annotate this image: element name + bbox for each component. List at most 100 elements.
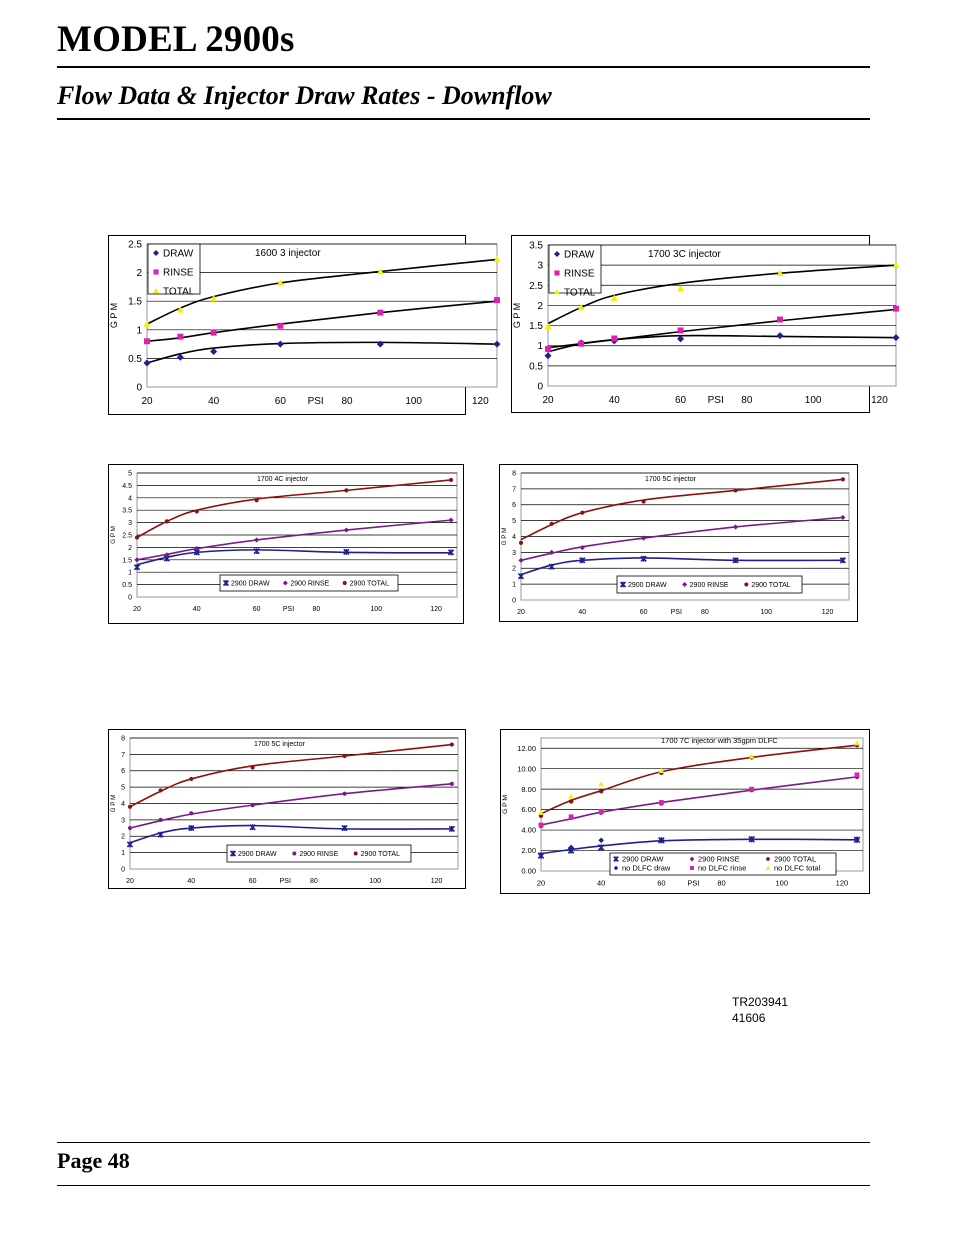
chart-1700-7c-injector-dlfc: 0.00 2.00 4.00 6.00 8.00 10.00 12.00 20 40 60 80 10… bbox=[500, 729, 870, 894]
y-tick-label: 2.5 bbox=[128, 240, 142, 251]
x-tick-label: 100 bbox=[369, 878, 381, 885]
plot-frame bbox=[540, 737, 864, 872]
data-point bbox=[892, 334, 900, 342]
y-tick-label: 0 bbox=[537, 382, 543, 393]
y-axis-label: G P M bbox=[512, 303, 522, 328]
legend-marker bbox=[766, 857, 770, 861]
data-point bbox=[658, 800, 664, 805]
y-tick-label: 8.00 bbox=[521, 785, 536, 794]
legend-label: no DLFC rinse bbox=[698, 864, 746, 873]
chart-svg: 0 0.5 1 1.5 2 2.5 3 3.5 20 40 60 80 100 120 PSI G P M 17… bbox=[512, 241, 900, 406]
title-rule bbox=[57, 66, 870, 68]
plot-frame bbox=[146, 243, 498, 388]
y-tick-label: 2.00 bbox=[521, 846, 536, 855]
y-tick-label: 8 bbox=[512, 470, 516, 477]
x-tick-label: 60 bbox=[657, 879, 665, 888]
data-point bbox=[250, 803, 255, 808]
y-tick-label: 0.00 bbox=[521, 867, 536, 876]
y-axis-label: G P M bbox=[110, 526, 117, 544]
data-point bbox=[545, 345, 551, 352]
plot-area bbox=[544, 244, 900, 387]
x-tick-label: 60 bbox=[253, 606, 261, 613]
legend-marker bbox=[619, 581, 627, 588]
y-tick-label: 3.5 bbox=[529, 241, 543, 252]
legend: 2900 DRAW 2900 RINSE 2900 TOTAL bbox=[219, 574, 399, 592]
data-point bbox=[776, 332, 784, 340]
x-tick-label: 20 bbox=[133, 606, 141, 613]
plot-area bbox=[143, 243, 501, 388]
legend-marker bbox=[690, 866, 694, 870]
legend-label: TOTAL bbox=[163, 287, 195, 298]
x-tick-label: 100 bbox=[775, 879, 788, 888]
y-axis-label: G P M bbox=[502, 795, 509, 814]
data-point bbox=[448, 825, 456, 833]
legend-marker bbox=[613, 856, 619, 862]
x-tick-label: 20 bbox=[517, 609, 525, 616]
series-2 bbox=[544, 261, 900, 330]
data-point bbox=[538, 822, 544, 828]
data-point bbox=[164, 519, 169, 524]
data-point bbox=[578, 340, 585, 347]
y-tick-label: 6.00 bbox=[521, 805, 536, 814]
data-point bbox=[377, 309, 384, 316]
legend-label: 2900 RINSE bbox=[290, 581, 329, 588]
y-tick-label: 2.5 bbox=[122, 532, 132, 539]
chart-svg: 0 1 2 3 4 5 6 7 8 20 40 60 80 100 120 PSI G P M 1700 5C i… bbox=[501, 470, 850, 616]
data-point bbox=[580, 510, 585, 515]
x-axis-label: PSI bbox=[671, 609, 682, 616]
y-tick-label: 2.5 bbox=[529, 281, 543, 292]
legend-marker bbox=[744, 582, 749, 587]
data-point bbox=[376, 267, 384, 275]
y-tick-label: 3 bbox=[512, 550, 516, 557]
chart-svg: 0 0.5 1 1.5 2 2.5 3 3.5 4 4.5 5 20 40 60 80 100 120 PSI G … bbox=[110, 470, 458, 613]
data-point bbox=[597, 844, 605, 851]
data-point bbox=[840, 477, 845, 482]
data-point bbox=[733, 488, 738, 493]
chart-title: 1700 5C injector bbox=[645, 476, 697, 483]
x-tick-label: 100 bbox=[805, 395, 822, 406]
x-tick-label: 100 bbox=[370, 606, 382, 613]
page-number: Page 48 bbox=[57, 1148, 130, 1173]
y-tick-label: 5 bbox=[128, 470, 132, 477]
x-tick-label: 80 bbox=[741, 395, 753, 406]
data-point bbox=[598, 781, 604, 787]
x-tick-label: 20 bbox=[126, 878, 134, 885]
data-point bbox=[376, 340, 384, 348]
data-point bbox=[640, 555, 647, 562]
series-5 bbox=[538, 740, 860, 815]
x-tick-label: 120 bbox=[836, 879, 849, 888]
x-tick-label: 60 bbox=[275, 396, 287, 407]
legend-label: 2900 TOTAL bbox=[350, 581, 389, 588]
data-point bbox=[157, 831, 164, 838]
series-3 bbox=[538, 772, 860, 828]
data-point bbox=[892, 261, 900, 268]
y-tick-label: 0.5 bbox=[128, 354, 142, 365]
y-tick-label: 1.5 bbox=[529, 321, 543, 332]
y-tick-label: 1 bbox=[136, 325, 142, 336]
x-tick-label: 40 bbox=[193, 606, 201, 613]
y-tick-label: 4 bbox=[121, 801, 125, 808]
y-tick-label: 8 bbox=[121, 735, 125, 742]
y-tick-label: 10.00 bbox=[517, 764, 536, 773]
series-1 bbox=[127, 781, 454, 831]
data-point bbox=[677, 335, 685, 343]
legend-label: RINSE bbox=[163, 268, 194, 279]
data-point bbox=[568, 814, 574, 820]
chart-title: 1700 5C injector bbox=[254, 741, 306, 748]
data-point bbox=[517, 573, 525, 580]
legend-label: 2900 TOTAL bbox=[774, 855, 816, 864]
legend-label: RINSE bbox=[564, 269, 595, 280]
data-point bbox=[777, 316, 783, 323]
series-2 bbox=[143, 255, 501, 327]
data-point bbox=[610, 294, 618, 301]
y-tick-label: 1 bbox=[512, 582, 516, 589]
legend-label: 2900 TOTAL bbox=[751, 582, 790, 589]
y-tick-label: 3 bbox=[128, 520, 132, 527]
x-tick-label: 120 bbox=[430, 606, 442, 613]
legend-marker bbox=[353, 851, 358, 856]
data-point bbox=[134, 535, 140, 540]
data-point bbox=[250, 765, 255, 770]
data-point bbox=[189, 811, 194, 816]
data-point bbox=[133, 564, 141, 571]
data-point bbox=[749, 786, 755, 792]
